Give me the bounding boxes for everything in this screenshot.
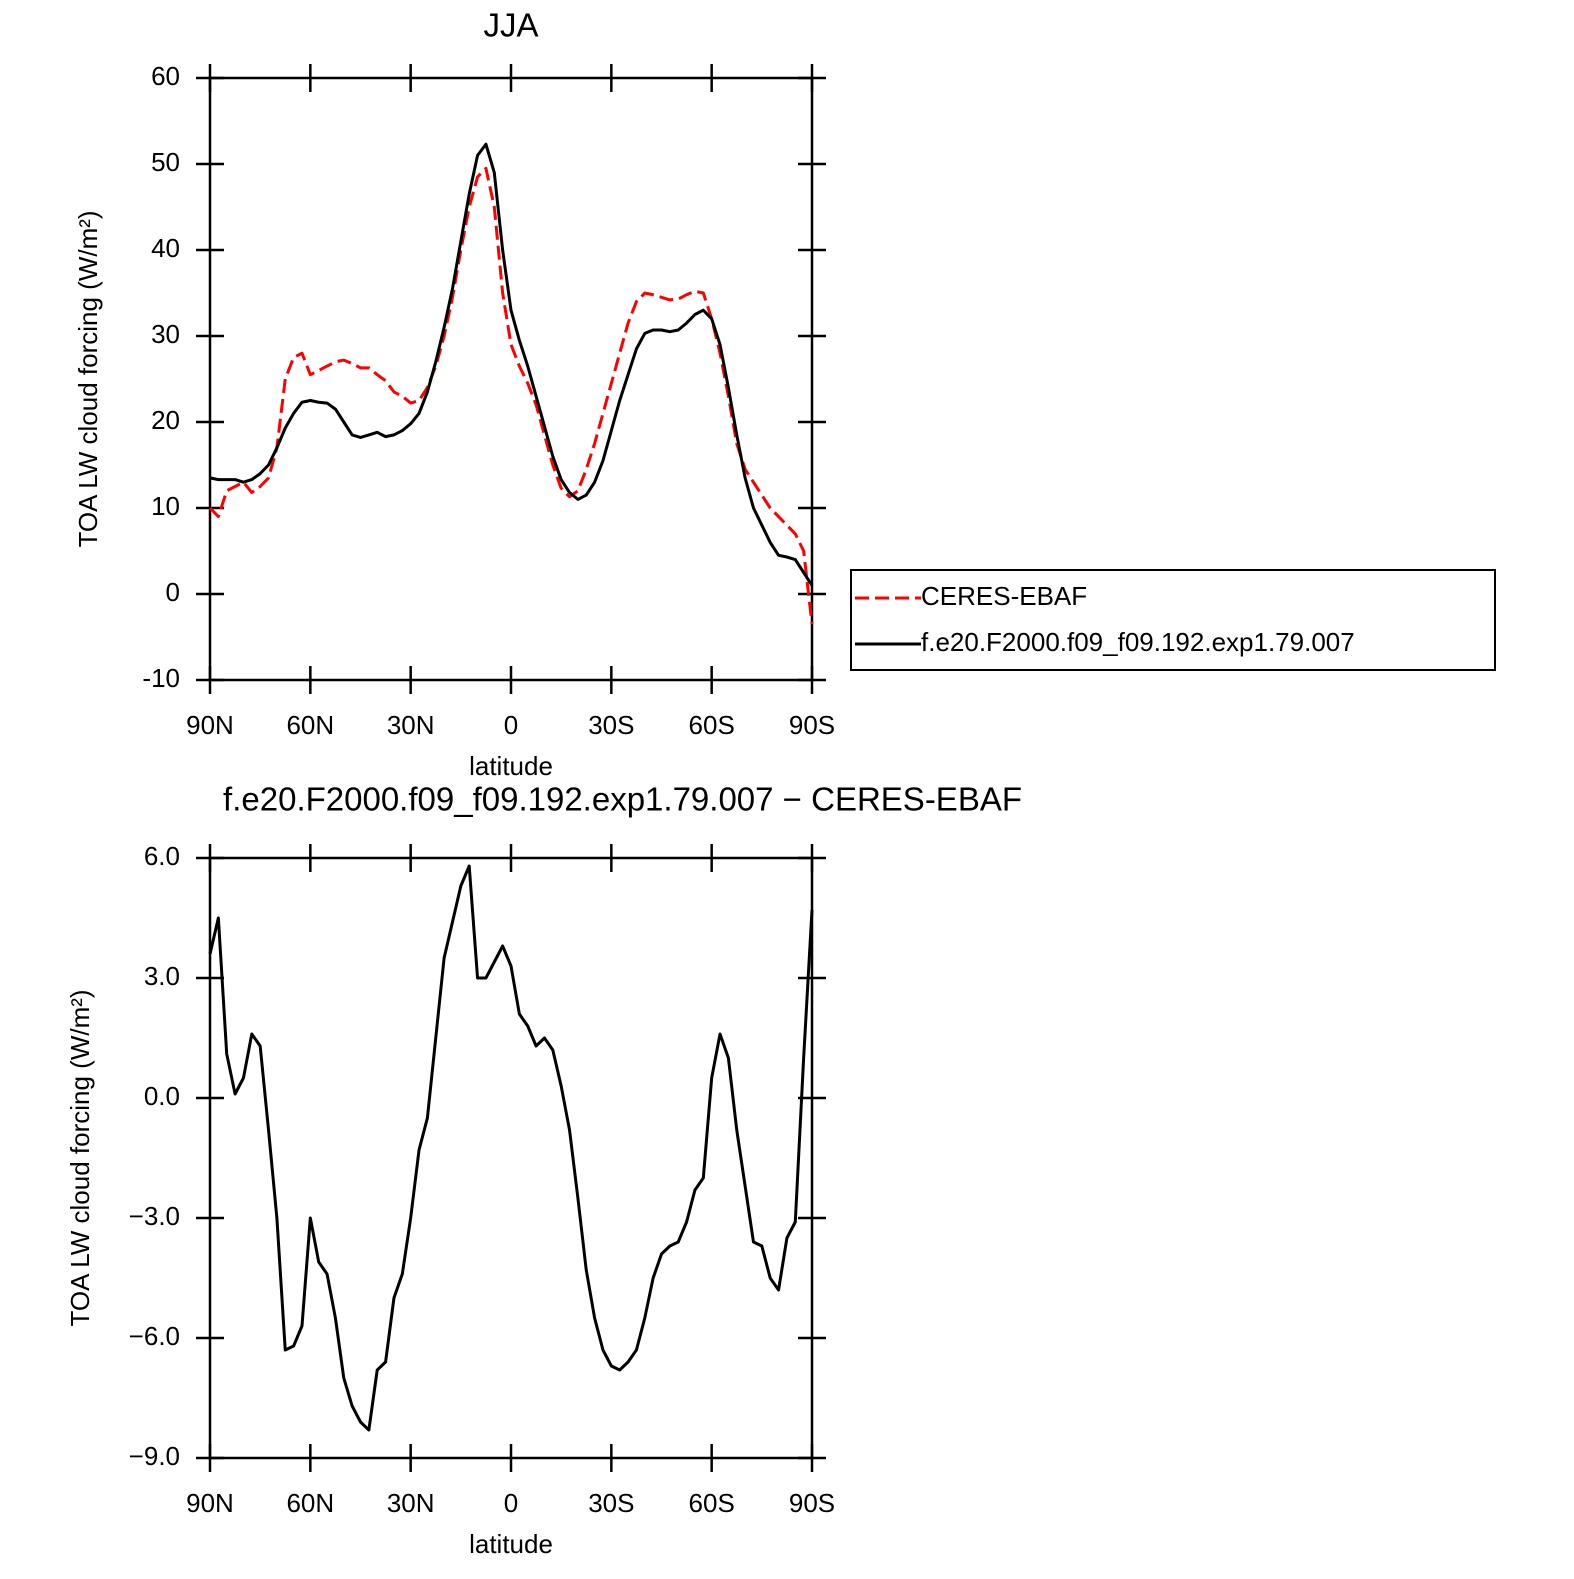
y-tick-label: 40 xyxy=(151,233,180,263)
x-tick-label: 60S xyxy=(689,710,735,740)
x-tick-label: 90N xyxy=(186,1488,234,1518)
x-axis-label: latitude xyxy=(469,751,553,781)
plot-frame xyxy=(208,76,814,682)
y-tick-label: 6.0 xyxy=(144,841,180,871)
y-tick-label: 50 xyxy=(151,147,180,177)
y-tick-label: −9.0 xyxy=(129,1441,180,1471)
plot-frame xyxy=(208,856,814,1460)
x-tick-label: 60N xyxy=(286,1488,334,1518)
x-tick-label: 90N xyxy=(186,710,234,740)
y-axis-label: TOA LW cloud forcing (W/m²) xyxy=(65,989,95,1326)
x-tick-label: 0 xyxy=(504,1488,518,1518)
x-tick-label: 30S xyxy=(588,710,634,740)
y-tick-label: 10 xyxy=(151,491,180,521)
y-tick-label: 3.0 xyxy=(144,961,180,991)
x-tick-label: 90S xyxy=(789,1488,835,1518)
chart-title: JJA xyxy=(483,7,538,44)
x-tick-label: 0 xyxy=(504,710,518,740)
y-tick-label: 0 xyxy=(166,577,180,607)
x-tick-label: 60S xyxy=(689,1488,735,1518)
legend-label: f.e20.F2000.f09_f09.192.exp1.79.007 xyxy=(921,627,1355,657)
data-line xyxy=(209,142,814,587)
x-tick-label: 30S xyxy=(588,1488,634,1518)
y-axis-label: TOA LW cloud forcing (W/m²) xyxy=(73,210,103,547)
y-tick-label: -10 xyxy=(142,663,180,693)
x-tick-label: 30N xyxy=(387,1488,435,1518)
x-tick-label: 60N xyxy=(286,710,334,740)
y-tick-label: −6.0 xyxy=(129,1321,180,1351)
legend-label: CERES-EBAF xyxy=(921,581,1087,611)
data-line xyxy=(208,166,814,625)
y-tick-label: −3.0 xyxy=(129,1201,180,1231)
chart-title: f.e20.F2000.f09_f09.192.exp1.79.007 − CE… xyxy=(223,781,1022,818)
y-tick-label: 20 xyxy=(151,405,180,435)
legend-box xyxy=(850,569,1496,671)
y-tick-label: 60 xyxy=(151,61,180,91)
data-line xyxy=(208,864,814,1432)
x-tick-label: 90S xyxy=(789,710,835,740)
x-tick-label: 30N xyxy=(387,710,435,740)
y-tick-label: 0.0 xyxy=(144,1081,180,1111)
y-tick-label: 30 xyxy=(151,319,180,349)
x-axis-label: latitude xyxy=(469,1529,553,1559)
